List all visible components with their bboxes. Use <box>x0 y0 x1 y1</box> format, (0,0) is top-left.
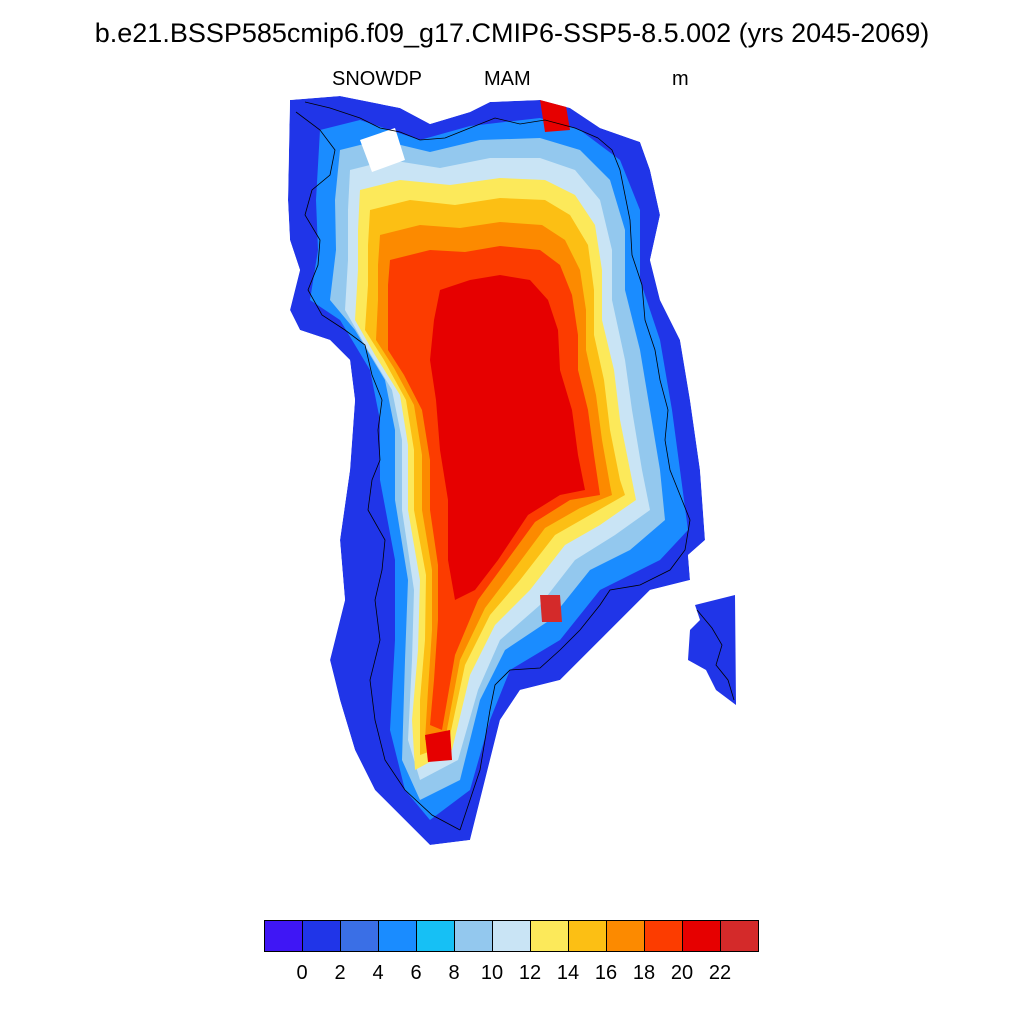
colorbar-tick-label: 18 <box>632 962 656 984</box>
band-red-north <box>540 100 570 132</box>
plot-title: b.e21.BSSP585cmip6.f09_g17.CMIP6-SSP5-8.… <box>94 18 930 48</box>
colorbar-swatch <box>378 920 417 952</box>
colorbar-tick-label: 8 <box>448 962 460 984</box>
colorbar-swatch <box>568 920 607 952</box>
snow-depth-field <box>288 96 736 845</box>
colorbar-swatch <box>682 920 721 952</box>
colorbar-tick-label: 16 <box>594 962 618 984</box>
band-red-south <box>425 730 452 762</box>
band-white-nw <box>360 128 405 172</box>
colorbar-tick-label: 14 <box>556 962 580 984</box>
colorbar-swatch <box>530 920 569 952</box>
units-label: m <box>672 68 689 90</box>
colorbar-tick-label: 10 <box>480 962 504 984</box>
band-red <box>430 275 585 600</box>
colorbar-swatch <box>720 920 759 952</box>
colorbar-tick-label: 12 <box>518 962 542 984</box>
coastline <box>295 101 735 831</box>
colorbar-swatch <box>644 920 683 952</box>
colorbar-swatch <box>340 920 379 952</box>
colorbar-tick-label: 0 <box>296 962 308 984</box>
colorbar-swatch <box>606 920 645 952</box>
colorbar-swatch <box>492 920 531 952</box>
variable-label: SNOWDP <box>332 68 422 90</box>
colorbar-tick-label: 20 <box>670 962 694 984</box>
season-label: MAM <box>484 68 531 90</box>
colorbar-tick-label: 2 <box>334 962 346 984</box>
colorbar-swatch <box>454 920 493 952</box>
colorbar-swatch <box>264 920 303 952</box>
colorbar-swatch <box>302 920 341 952</box>
colorbar-tick-label: 4 <box>372 962 384 984</box>
band-red-core <box>540 595 562 622</box>
colorbar-tick-label: 6 <box>410 962 422 984</box>
colorbar-tick-label: 22 <box>708 962 732 984</box>
island-blue <box>688 595 736 705</box>
colorbar-swatch <box>416 920 455 952</box>
